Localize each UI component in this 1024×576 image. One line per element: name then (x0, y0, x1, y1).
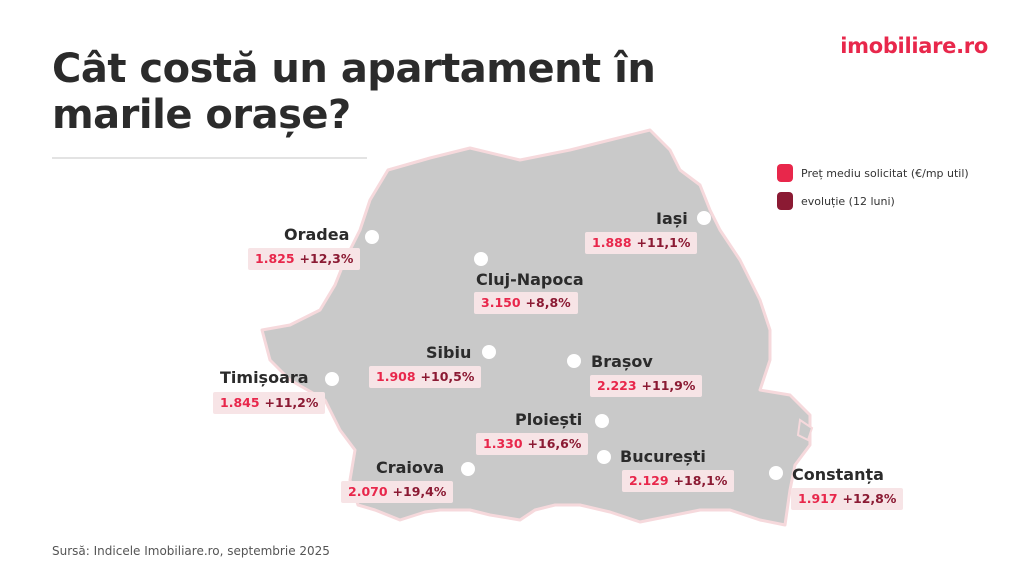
city-marker-brasov[interactable] (567, 354, 581, 368)
page-title: Cât costă un apartament în marile orașe? (52, 46, 656, 138)
city-change-iasi: +11,1% (636, 235, 691, 250)
city-price-timisoara: 1.845 (220, 395, 260, 410)
title-line-2: marile orașe? (52, 92, 351, 138)
city-change-craiova: +19,4% (392, 484, 447, 499)
romania-shape (260, 128, 812, 527)
city-change-oradea: +12,3% (299, 251, 354, 266)
city-price-constanta: 1.917 (798, 491, 838, 506)
city-badge-oradea: 1.825 +12,3% (248, 248, 361, 270)
city-name-cluj-napoca: Cluj-Napoca (476, 270, 584, 289)
city-name-oradea: Oradea (284, 225, 350, 244)
title-divider (52, 157, 367, 159)
city-marker-ploiesti[interactable] (595, 414, 609, 428)
city-price-oradea: 1.825 (255, 251, 295, 266)
city-marker-cluj-napoca[interactable] (474, 252, 488, 266)
legend-label-change: evoluție (12 luni) (801, 194, 895, 208)
city-price-bucuresti: 2.129 (629, 473, 669, 488)
city-name-bucuresti: București (620, 447, 706, 466)
city-marker-craiova[interactable] (461, 462, 475, 476)
city-badge-timisoara: 1.845 +11,2% (213, 392, 326, 414)
brand-logo[interactable]: imobiliare.ro (840, 34, 988, 58)
city-badge-cluj-napoca: 3.150 +8,8% (474, 292, 578, 314)
city-price-craiova: 2.070 (348, 484, 388, 499)
legend-swatch-change (777, 192, 793, 210)
city-change-brasov: +11,9% (641, 378, 696, 393)
danube-delta-shape (796, 418, 814, 442)
city-change-ploiesti: +16,6% (527, 436, 582, 451)
city-price-sibiu: 1.908 (376, 369, 416, 384)
city-change-constanta: +12,8% (842, 491, 897, 506)
city-name-constanta: Constanța (792, 465, 884, 484)
city-marker-timisoara[interactable] (325, 372, 339, 386)
city-price-brasov: 2.223 (597, 378, 637, 393)
city-badge-sibiu: 1.908 +10,5% (369, 366, 482, 388)
city-name-iasi: Iași (656, 209, 688, 228)
city-name-brasov: Brașov (591, 352, 653, 371)
city-badge-constanta: 1.917 +12,8% (791, 488, 904, 510)
city-badge-ploiesti: 1.330 +16,6% (476, 433, 589, 455)
city-name-craiova: Craiova (376, 458, 445, 477)
legend-item-change: evoluție (12 luni) (777, 192, 969, 210)
city-price-cluj-napoca: 3.150 (481, 295, 521, 310)
city-name-timisoara: Timișoara (220, 368, 309, 387)
city-change-timisoara: +11,2% (264, 395, 319, 410)
city-marker-sibiu[interactable] (482, 345, 496, 359)
city-badge-iasi: 1.888 +11,1% (585, 232, 698, 254)
city-change-sibiu: +10,5% (420, 369, 475, 384)
city-marker-iasi[interactable] (697, 211, 711, 225)
title-line-1: Cât costă un apartament în (52, 46, 656, 92)
city-badge-bucuresti: 2.129 +18,1% (622, 470, 735, 492)
city-badge-craiova: 2.070 +19,4% (341, 481, 454, 503)
source-note: Sursă: Indicele Imobiliare.ro, septembri… (52, 544, 330, 558)
city-name-sibiu: Sibiu (426, 343, 472, 362)
city-change-cluj-napoca: +8,8% (525, 295, 571, 310)
city-marker-oradea[interactable] (365, 230, 379, 244)
legend-item-price: Preț mediu solicitat (€/mp util) (777, 164, 969, 182)
legend-label-price: Preț mediu solicitat (€/mp util) (801, 166, 969, 180)
city-price-ploiesti: 1.330 (483, 436, 523, 451)
city-name-ploiesti: Ploiești (515, 410, 583, 429)
city-marker-bucuresti[interactable] (597, 450, 611, 464)
city-price-iasi: 1.888 (592, 235, 632, 250)
city-badge-brasov: 2.223 +11,9% (590, 375, 703, 397)
legend-swatch-price (777, 164, 793, 182)
city-marker-constanta[interactable] (769, 466, 783, 480)
legend: Preț mediu solicitat (€/mp util) evoluți… (777, 164, 969, 220)
city-change-bucuresti: +18,1% (673, 473, 728, 488)
